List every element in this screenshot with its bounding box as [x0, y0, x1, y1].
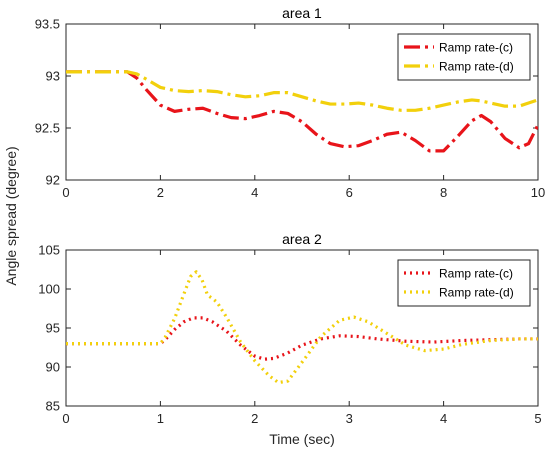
area2-legend-label-d: Ramp rate-(d) [439, 286, 514, 300]
area1-ytick-label: 93.5 [35, 17, 60, 32]
area1-legend-label-d: Ramp rate-(d) [439, 60, 514, 74]
area2-series-line-c [66, 316, 538, 361]
area1-xtick-label: 6 [346, 185, 353, 200]
area1-ytick-label: 92.5 [35, 121, 60, 136]
area1-title: area 1 [282, 5, 322, 21]
area2-ytick-label: 100 [38, 282, 60, 297]
area2-ytick-label: 105 [38, 243, 60, 258]
area1-legend-label-c: Ramp rate-(c) [439, 41, 513, 55]
area1-xtick-label: 10 [531, 185, 545, 200]
area1-legend: Ramp rate-(c) Ramp rate-(d) [397, 33, 531, 81]
area1-ytick-label: 92 [46, 173, 60, 188]
shared-ylabel: Angle spread (degree) [3, 146, 19, 285]
area2-xtick-label: 0 [62, 411, 69, 426]
area1-series-line-d [66, 70, 538, 112]
area2-xtick-label: 2 [251, 411, 258, 426]
area1-xtick-label: 8 [440, 185, 447, 200]
area2-xtick-label: 3 [346, 411, 353, 426]
area2-series-line-d [66, 270, 538, 385]
area2-title: area 2 [282, 231, 322, 247]
area2-ytick-label: 95 [46, 321, 60, 336]
area1-xtick-label: 2 [157, 185, 164, 200]
area2-legend-label-c: Ramp rate-(c) [439, 267, 513, 281]
area2-xtick-label: 4 [440, 411, 447, 426]
area2-xtick-label: 5 [534, 411, 541, 426]
area2-legend: Ramp rate-(c) Ramp rate-(d) [397, 259, 531, 307]
area2-xtick-label: 1 [157, 411, 164, 426]
area1-xtick-label: 0 [62, 185, 69, 200]
area2-ytick-label: 85 [46, 399, 60, 414]
xlabel-time: Time (sec) [269, 431, 335, 447]
area1-series-line-c [66, 70, 538, 153]
area2-ytick-label: 90 [46, 360, 60, 375]
area1-legend-box [397, 33, 531, 81]
area1-ytick-label: 93 [46, 69, 60, 84]
area2-legend-box [397, 259, 531, 307]
area1-xtick-label: 4 [251, 185, 258, 200]
